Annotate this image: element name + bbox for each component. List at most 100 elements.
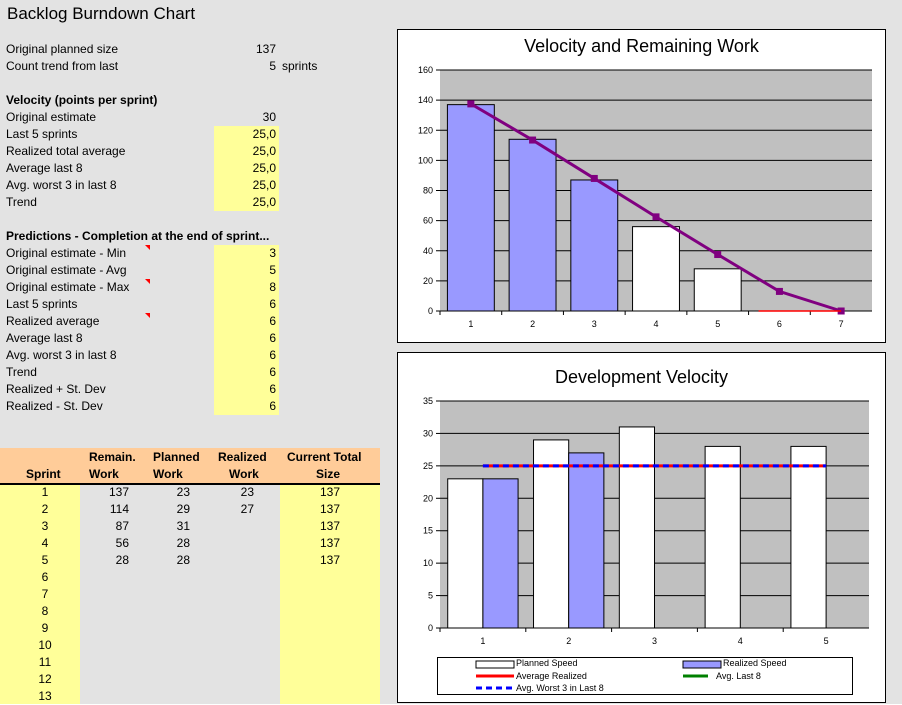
realized-cell[interactable] [205, 603, 254, 620]
remain-cell[interactable]: 87 [115, 519, 129, 533]
remain-cell[interactable] [80, 654, 129, 671]
sprint-cell[interactable]: 10 [38, 638, 52, 652]
velocity-row-value[interactable]: 30 [262, 110, 276, 124]
remain-cell[interactable] [80, 637, 129, 654]
realized-cell[interactable] [205, 671, 254, 688]
sprint-cell[interactable]: 12 [38, 672, 52, 686]
sprint-cell[interactable]: 5 [41, 553, 49, 567]
prediction-row-value[interactable]: 6 [269, 348, 276, 362]
remain-cell[interactable] [80, 620, 129, 637]
size-cell[interactable] [300, 671, 340, 688]
realized-cell[interactable] [205, 654, 254, 671]
realized-cell[interactable]: 23 [240, 485, 254, 499]
prediction-row-value[interactable]: 6 [269, 382, 276, 396]
planned-cell[interactable]: 31 [176, 519, 190, 533]
remain-cell[interactable]: 137 [108, 485, 129, 499]
planned-cell[interactable]: 28 [176, 553, 190, 567]
prediction-row-label: Original estimate - Avg [6, 263, 127, 277]
planned-cell[interactable] [140, 637, 190, 654]
table-header-background [0, 448, 380, 485]
remain-cell[interactable] [80, 603, 129, 620]
planned-cell[interactable]: 28 [176, 536, 190, 550]
size-cell[interactable] [300, 688, 340, 705]
planned-cell[interactable] [140, 688, 190, 705]
x-tick-label: 3 [592, 319, 597, 329]
velocity-row-value[interactable]: 25,0 [252, 178, 276, 192]
planned-cell[interactable] [140, 586, 190, 603]
prediction-row-value[interactable]: 6 [269, 399, 276, 413]
sprint-cell[interactable]: 2 [41, 502, 49, 516]
size-cell[interactable] [300, 620, 340, 637]
remaining-work-bar [693, 268, 742, 312]
comment-indicator[interactable] [145, 313, 150, 318]
prediction-row-value[interactable]: 8 [269, 280, 276, 294]
remain-cell[interactable]: 114 [109, 502, 129, 516]
sprint-cell[interactable]: 13 [38, 689, 52, 703]
sprint-cell[interactable]: 7 [41, 587, 49, 601]
size-cell[interactable] [300, 569, 340, 586]
prediction-row-value[interactable]: 6 [269, 314, 276, 328]
remain-cell[interactable] [80, 569, 129, 586]
realized-cell[interactable]: 27 [240, 502, 254, 516]
original-size-label: Original planned size [6, 42, 119, 56]
realized-cell[interactable] [205, 586, 254, 603]
velocity-row-value[interactable]: 25,0 [252, 127, 276, 141]
planned-cell[interactable] [140, 620, 190, 637]
prediction-row-value[interactable]: 6 [269, 365, 276, 379]
y-tick-label: 20 [423, 493, 433, 503]
column-divider [279, 0, 280, 704]
planned-cell[interactable] [140, 654, 190, 671]
realized-cell[interactable] [205, 620, 254, 637]
size-cell[interactable]: 137 [319, 519, 340, 533]
y-tick-label: 15 [423, 526, 433, 536]
prediction-row-value[interactable]: 3 [269, 246, 276, 260]
planned-cell[interactable] [140, 603, 190, 620]
sprint-cell[interactable]: 11 [38, 655, 52, 669]
velocity-heading: Velocity (points per sprint) [6, 93, 158, 107]
sprint-cell[interactable]: 1 [41, 485, 49, 499]
realized-cell[interactable] [205, 569, 254, 586]
size-cell[interactable] [300, 637, 340, 654]
prediction-row-value[interactable]: 6 [269, 331, 276, 345]
remain-cell[interactable] [80, 688, 129, 705]
development-velocity-chart[interactable]: Development Velocity 0 5 10 15 20 25 30 35 1 2 3 4 5… [397, 352, 886, 703]
realized-cell[interactable] [205, 637, 254, 654]
size-cell[interactable]: 137 [319, 502, 340, 516]
prediction-row-value[interactable]: 5 [269, 263, 276, 277]
size-cell[interactable] [300, 654, 340, 671]
velocity-input-cells [214, 126, 279, 211]
realized-cell[interactable] [205, 688, 254, 705]
sprint-cell[interactable]: 9 [41, 621, 49, 635]
planned-cell[interactable] [140, 569, 190, 586]
velocity-row-value[interactable]: 25,0 [252, 144, 276, 158]
count-trend-value[interactable]: 5 [269, 59, 276, 73]
planned-cell[interactable]: 29 [176, 502, 190, 516]
velocity-remaining-chart[interactable]: Velocity and Remaining Work 0 20 40 60 80 100… [397, 29, 886, 343]
sprint-cell[interactable]: 3 [41, 519, 49, 533]
planned-cell[interactable]: 23 [176, 485, 190, 499]
sprint-cell[interactable]: 4 [41, 536, 49, 550]
remain-cell[interactable]: 56 [115, 536, 129, 550]
prediction-row-value[interactable]: 6 [269, 297, 276, 311]
remain-cell[interactable] [80, 671, 129, 688]
realized-cell[interactable] [205, 535, 254, 552]
comment-indicator[interactable] [145, 279, 150, 284]
planned-cell[interactable] [140, 671, 190, 688]
velocity-row-value[interactable]: 25,0 [252, 161, 276, 175]
size-cell[interactable] [300, 603, 340, 620]
count-trend-unit: sprints [282, 59, 318, 73]
size-cell[interactable]: 137 [319, 553, 340, 567]
velocity-row-value[interactable]: 25,0 [252, 195, 276, 209]
original-size-value[interactable]: 137 [255, 42, 276, 56]
planned-speed-bar [447, 478, 484, 629]
realized-cell[interactable] [205, 552, 254, 569]
sprint-cell[interactable]: 6 [41, 570, 49, 584]
remain-cell[interactable] [80, 586, 129, 603]
comment-indicator[interactable] [145, 245, 150, 250]
size-cell[interactable] [300, 586, 340, 603]
sprint-cell[interactable]: 8 [41, 604, 49, 618]
size-cell[interactable]: 137 [319, 485, 340, 499]
remain-cell[interactable]: 28 [115, 553, 129, 567]
size-cell[interactable]: 137 [319, 536, 340, 550]
realized-cell[interactable] [205, 518, 254, 535]
